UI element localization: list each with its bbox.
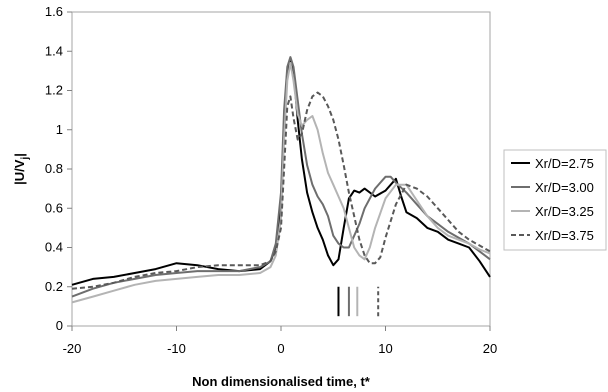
legend-label: Xr/D=3.00 bbox=[535, 180, 594, 195]
legend-label: Xr/D=3.75 bbox=[535, 228, 594, 243]
y-tick-label: 1.2 bbox=[45, 83, 63, 98]
legend-label: Xr/D=3.25 bbox=[535, 204, 594, 219]
y-axis-title: |U/Vj| bbox=[12, 153, 31, 185]
series-line-4 bbox=[71, 91, 491, 290]
x-axis-title: Non dimensionalised time, t* bbox=[192, 374, 371, 389]
y-axis-title-main: |U/V bbox=[12, 159, 27, 185]
y-tick-label: 0.4 bbox=[45, 240, 63, 255]
x-tick-label: 20 bbox=[483, 341, 497, 356]
y-axis-title-end: | bbox=[12, 153, 27, 157]
y-tick-label: 0.2 bbox=[45, 279, 63, 294]
series-line-1 bbox=[71, 58, 491, 286]
series-line-3 bbox=[71, 62, 491, 304]
series-layer bbox=[71, 56, 491, 304]
y-tick-label: 1.4 bbox=[45, 43, 63, 58]
y-tick-label: 0.8 bbox=[45, 161, 63, 176]
marker-layer bbox=[337, 286, 380, 317]
series-line-2 bbox=[71, 56, 491, 298]
x-tick-label: 0 bbox=[277, 341, 284, 356]
y-tick-label: 1 bbox=[56, 122, 63, 137]
y-axis-title-sub: j bbox=[20, 157, 31, 161]
y-tick-label: 0 bbox=[56, 318, 63, 333]
legend: Xr/D=2.75 Xr/D=3.00 Xr/D=3.25 Xr/D=3.75 bbox=[503, 149, 607, 251]
y-tick-label: 0.6 bbox=[45, 200, 63, 215]
y-axis-ticks: 0 0.2 0.4 0.6 0.8 1 1.2 1.4 1.6 bbox=[45, 4, 72, 333]
y-tick-label: 1.6 bbox=[45, 4, 63, 19]
x-tick-label: -10 bbox=[167, 341, 186, 356]
legend-box bbox=[503, 149, 607, 251]
x-tick-label: 10 bbox=[378, 341, 392, 356]
legend-label: Xr/D=2.75 bbox=[535, 156, 594, 171]
x-tick-label: -20 bbox=[63, 341, 82, 356]
x-axis-ticks: -20 -10 0 10 20 bbox=[63, 326, 497, 356]
